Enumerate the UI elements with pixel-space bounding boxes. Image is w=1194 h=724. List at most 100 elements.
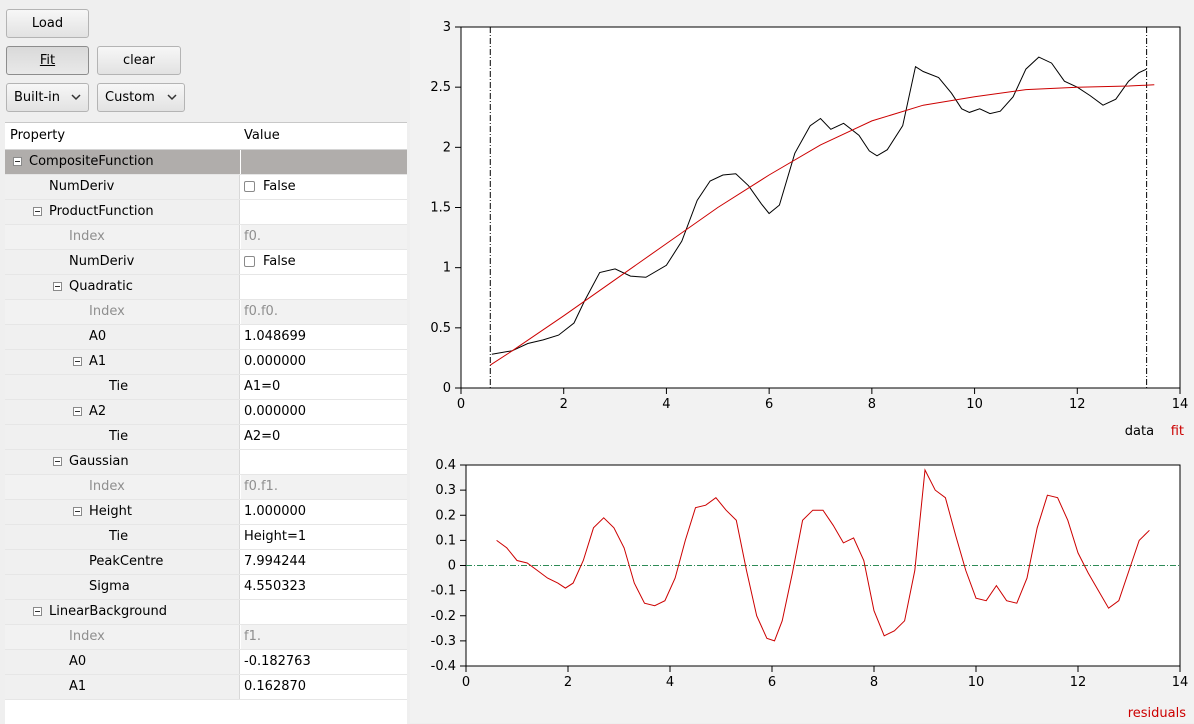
- tree-row[interactable]: A2 0.000000: [5, 400, 407, 425]
- tree-row[interactable]: CompositeFunction: [5, 150, 407, 175]
- value-column-header[interactable]: Value: [244, 128, 280, 143]
- tree-row[interactable]: Gaussian: [5, 450, 407, 475]
- y-tick-label: 0.5: [430, 321, 451, 336]
- tree-row[interactable]: A1 0.000000: [5, 350, 407, 375]
- value-cell[interactable]: Height=1: [241, 525, 407, 549]
- property-cell[interactable]: Tie: [5, 425, 240, 449]
- y-tick-label: -0.2: [431, 609, 456, 624]
- tree-row[interactable]: NumDeriv False: [5, 250, 407, 275]
- property-cell[interactable]: PeakCentre: [5, 550, 240, 574]
- property-cell[interactable]: Gaussian: [5, 450, 240, 474]
- property-label: Index: [69, 629, 105, 644]
- tree-row[interactable]: ProductFunction: [5, 200, 407, 225]
- property-cell[interactable]: A2: [5, 400, 240, 424]
- property-cell[interactable]: A0: [5, 650, 240, 674]
- property-value: Height=1: [244, 529, 307, 544]
- tree-row[interactable]: Tie Height=1: [5, 525, 407, 550]
- value-cell[interactable]: [241, 150, 407, 174]
- collapse-icon[interactable]: [33, 607, 42, 616]
- tree-row[interactable]: Index f0.: [5, 225, 407, 250]
- value-cell[interactable]: [241, 600, 407, 624]
- property-cell[interactable]: Index: [5, 625, 240, 649]
- tree-row[interactable]: Sigma 4.550323: [5, 575, 407, 600]
- property-cell[interactable]: ProductFunction: [5, 200, 240, 224]
- property-cell[interactable]: Tie: [5, 375, 240, 399]
- tree-row[interactable]: PeakCentre 7.994244: [5, 550, 407, 575]
- property-cell[interactable]: A0: [5, 325, 240, 349]
- tree-row[interactable]: Index f1.: [5, 625, 407, 650]
- collapse-icon[interactable]: [73, 357, 82, 366]
- collapse-icon[interactable]: [53, 457, 62, 466]
- property-value: f0.f1.: [244, 479, 278, 494]
- collapse-icon[interactable]: [73, 407, 82, 416]
- property-label: Tie: [109, 429, 129, 444]
- property-cell[interactable]: Index: [5, 225, 240, 249]
- property-column-header[interactable]: Property: [10, 128, 66, 143]
- property-cell[interactable]: CompositeFunction: [5, 150, 240, 174]
- collapse-icon[interactable]: [13, 157, 22, 166]
- collapse-icon[interactable]: [53, 282, 62, 291]
- property-cell[interactable]: Height: [5, 500, 240, 524]
- value-cell[interactable]: f1.: [241, 625, 407, 649]
- tree-row[interactable]: Quadratic: [5, 275, 407, 300]
- value-cell[interactable]: [241, 200, 407, 224]
- value-cell[interactable]: False: [241, 175, 407, 199]
- value-cell[interactable]: A1=0: [241, 375, 407, 399]
- x-tick-label: 10: [968, 675, 985, 690]
- value-cell[interactable]: f0.f1.: [241, 475, 407, 499]
- numderiv-checkbox[interactable]: [244, 256, 255, 267]
- property-cell[interactable]: NumDeriv: [5, 175, 240, 199]
- property-cell[interactable]: Index: [5, 475, 240, 499]
- value-cell[interactable]: f0.f0.: [241, 300, 407, 324]
- property-cell[interactable]: Tie: [5, 525, 240, 549]
- property-cell[interactable]: A1: [5, 675, 240, 699]
- collapse-icon[interactable]: [33, 207, 42, 216]
- builtin-combo[interactable]: Built-in: [6, 83, 89, 112]
- property-cell[interactable]: Sigma: [5, 575, 240, 599]
- tree-row[interactable]: Tie A1=0: [5, 375, 407, 400]
- fit-button[interactable]: Fit: [6, 46, 89, 75]
- load-button[interactable]: Load: [6, 9, 89, 38]
- y-tick-label: 0: [448, 559, 456, 574]
- custom-combo-label: Custom: [105, 90, 155, 105]
- tree-row[interactable]: Height 1.000000: [5, 500, 407, 525]
- value-cell[interactable]: False: [241, 250, 407, 274]
- property-label: A0: [89, 329, 107, 344]
- value-cell[interactable]: 0.000000: [241, 400, 407, 424]
- property-value: 0.000000: [244, 354, 307, 369]
- residuals-plot[interactable]: 0 2 4 6 8 10 12 14 0.4 0.3 0.2 0.1 0 -0.1 -0.2 -0.3 -0.4…: [410, 445, 1194, 723]
- property-value: A2=0: [244, 429, 281, 444]
- value-cell[interactable]: A2=0: [241, 425, 407, 449]
- legend-data: data: [1125, 424, 1154, 439]
- collapse-icon[interactable]: [73, 507, 82, 516]
- clear-button[interactable]: clear: [97, 46, 181, 75]
- tree-row[interactable]: Tie A2=0: [5, 425, 407, 450]
- data-fit-plot[interactable]: 0 2 4 6 8 10 12 14 0 0.5 1 1.5 2 2.5 3 fit data: [410, 0, 1194, 445]
- value-cell[interactable]: 7.994244: [241, 550, 407, 574]
- property-tree[interactable]: Property Value CompositeFunction NumDeriv…: [5, 122, 407, 724]
- value-cell[interactable]: 4.550323: [241, 575, 407, 599]
- tree-row[interactable]: A0 1.048699: [5, 325, 407, 350]
- property-cell[interactable]: LinearBackground: [5, 600, 240, 624]
- numderiv-checkbox[interactable]: [244, 181, 255, 192]
- value-cell[interactable]: 1.048699: [241, 325, 407, 349]
- value-cell[interactable]: 0.162870: [241, 675, 407, 699]
- tree-row[interactable]: Index f0.f1.: [5, 475, 407, 500]
- tree-row[interactable]: A1 0.162870: [5, 675, 407, 700]
- property-cell[interactable]: A1: [5, 350, 240, 374]
- property-cell[interactable]: Quadratic: [5, 275, 240, 299]
- value-cell[interactable]: [241, 450, 407, 474]
- tree-row[interactable]: NumDeriv False: [5, 175, 407, 200]
- value-cell[interactable]: 1.000000: [241, 500, 407, 524]
- value-cell[interactable]: f0.: [241, 225, 407, 249]
- property-cell[interactable]: NumDeriv: [5, 250, 240, 274]
- custom-combo[interactable]: Custom: [97, 83, 185, 112]
- tree-row[interactable]: A0 -0.182763: [5, 650, 407, 675]
- value-cell[interactable]: [241, 275, 407, 299]
- tree-row[interactable]: LinearBackground: [5, 600, 407, 625]
- property-label: Index: [89, 479, 125, 494]
- value-cell[interactable]: -0.182763: [241, 650, 407, 674]
- tree-row[interactable]: Index f0.f0.: [5, 300, 407, 325]
- value-cell[interactable]: 0.000000: [241, 350, 407, 374]
- property-cell[interactable]: Index: [5, 300, 240, 324]
